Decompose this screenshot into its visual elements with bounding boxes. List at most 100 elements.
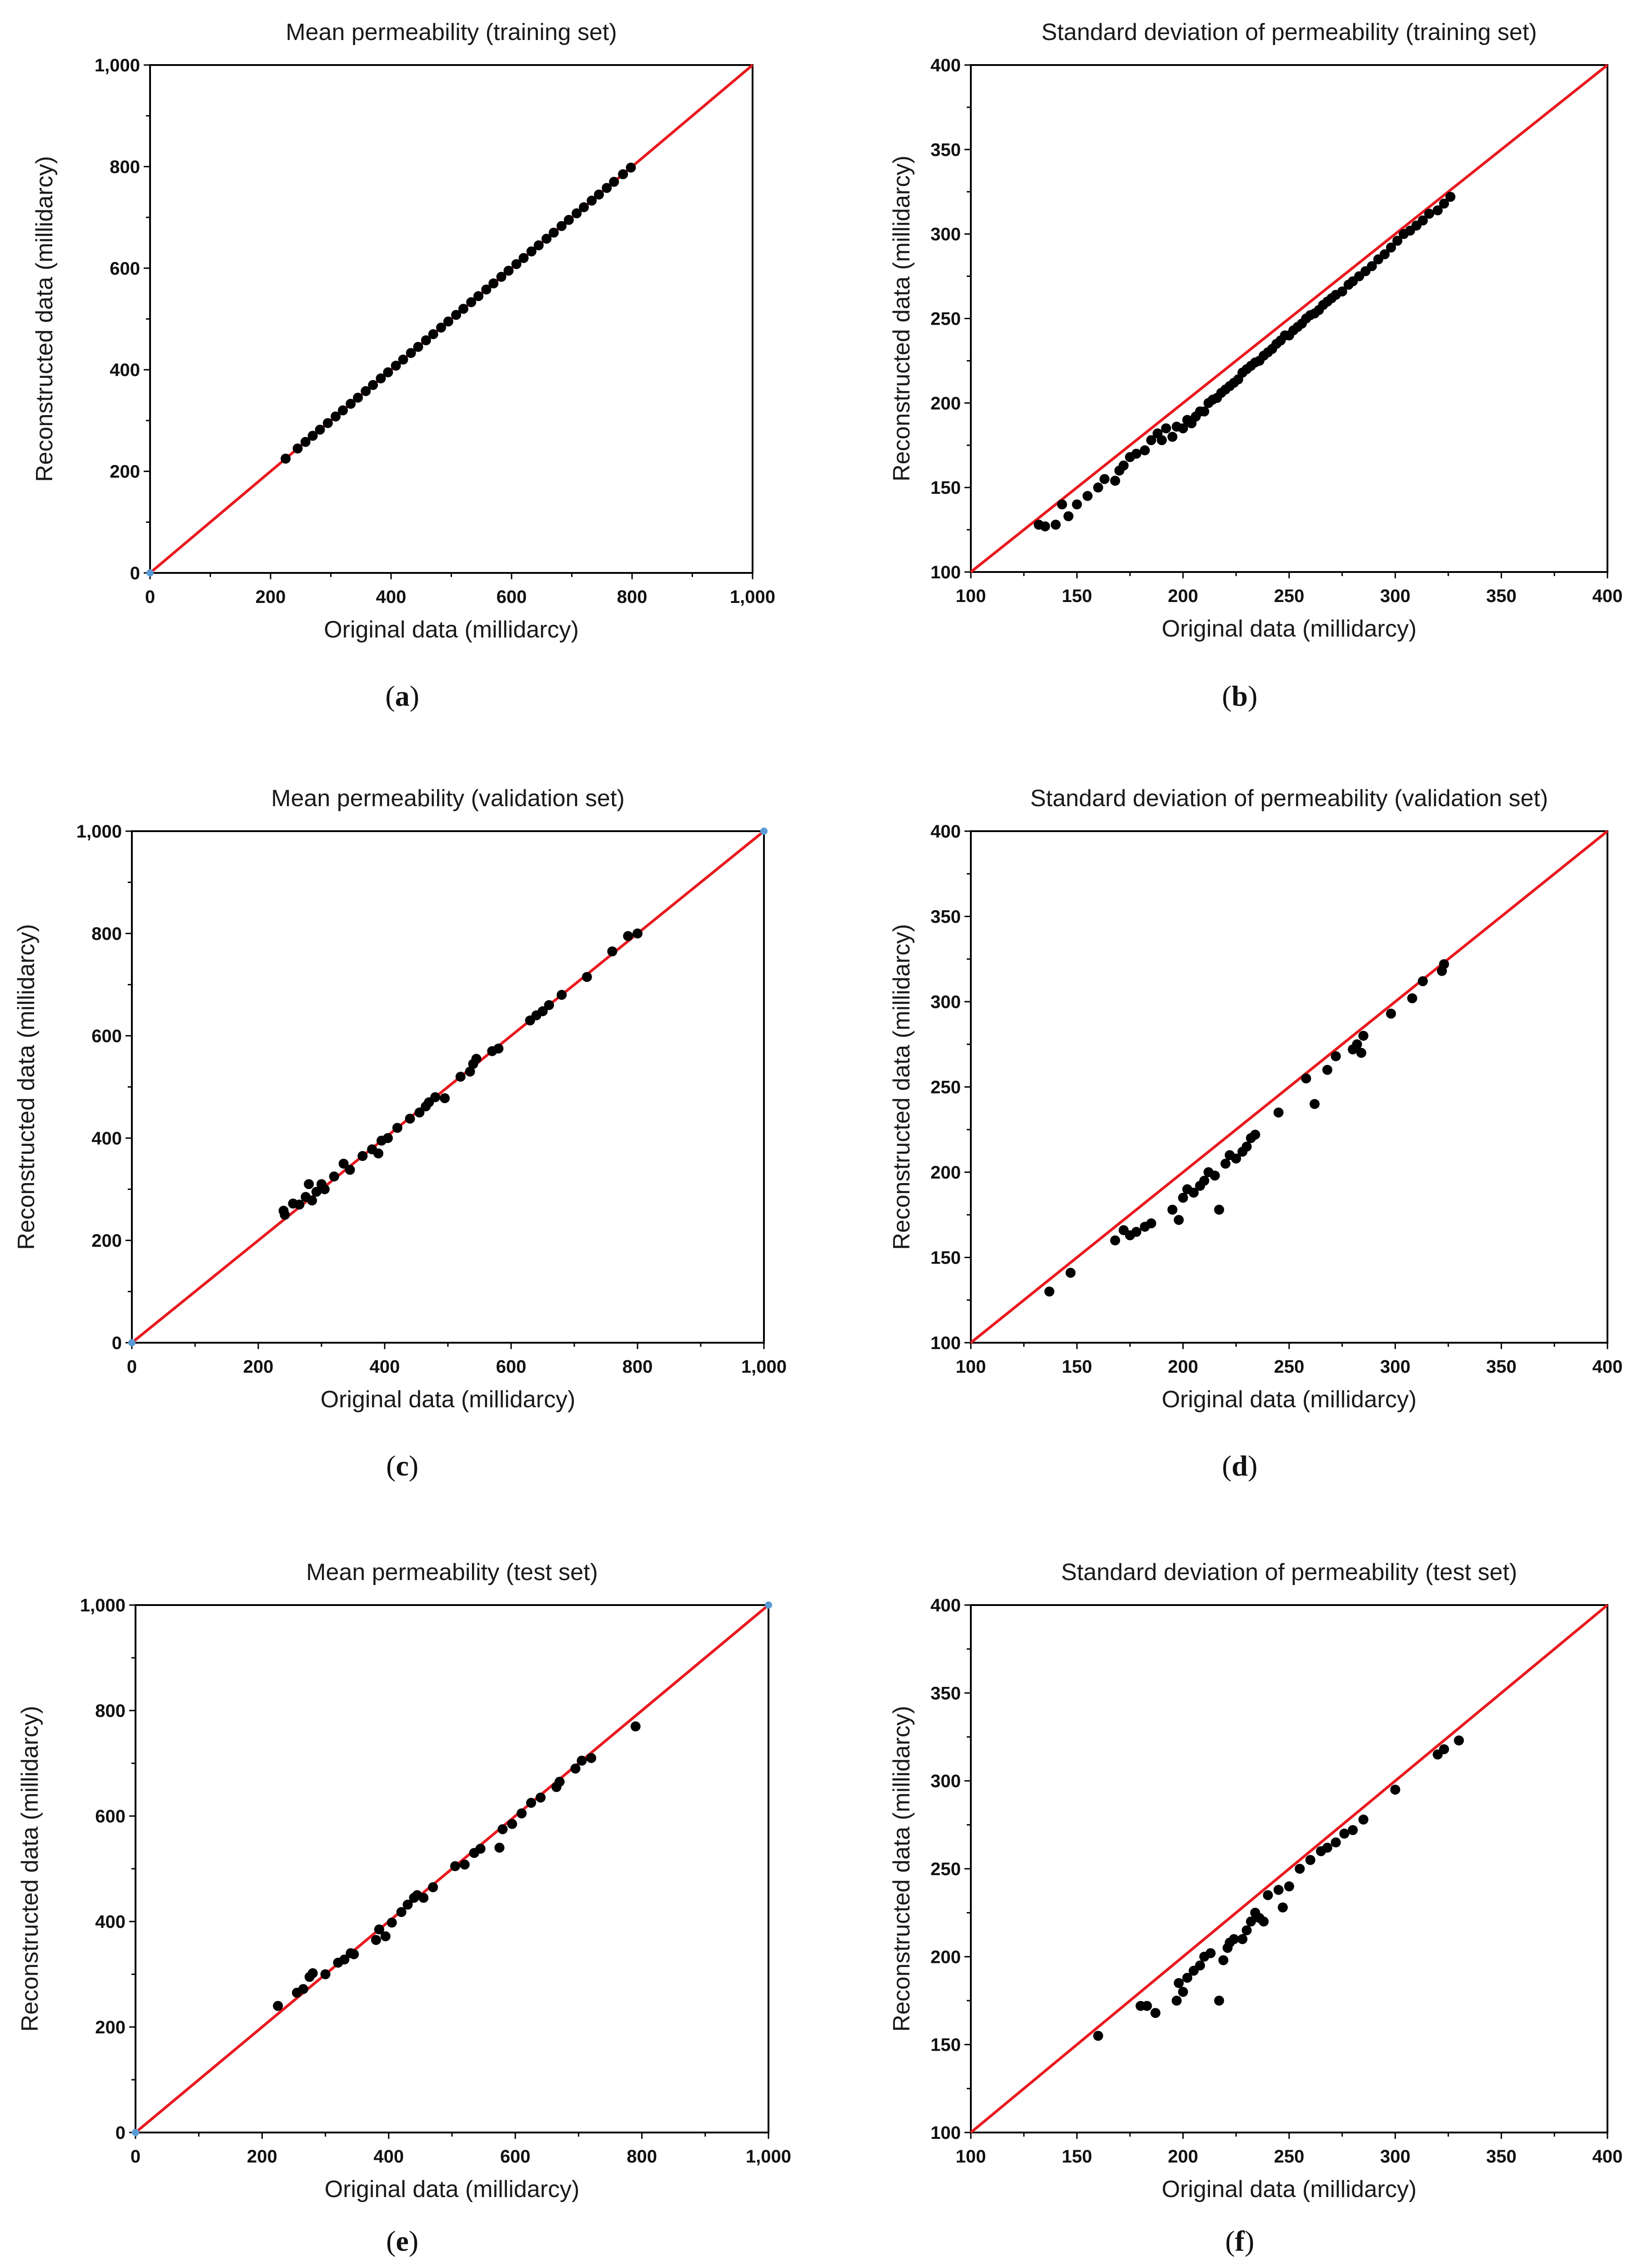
x-tick-label: 1,000 <box>746 2147 791 2167</box>
data-point <box>280 1209 290 1220</box>
y-axis-label: Reconstructed data (millidarcy) <box>17 1706 43 2032</box>
data-point <box>405 1114 415 1124</box>
data-point <box>1229 1934 1239 1944</box>
data-point <box>1237 1934 1248 1944</box>
data-point <box>413 341 423 352</box>
x-tick-label: 350 <box>1486 2147 1516 2167</box>
data-point <box>1348 1825 1358 1835</box>
data-point <box>507 1819 517 1829</box>
data-point <box>1195 1960 1205 1971</box>
data-point <box>602 183 612 193</box>
data-point <box>1199 406 1210 416</box>
data-point <box>1386 242 1396 253</box>
y-tick-label: 350 <box>930 907 961 927</box>
data-point <box>1259 1917 1269 1927</box>
data-point <box>294 1199 305 1210</box>
data-point <box>398 354 408 365</box>
y-tick-label: 800 <box>91 924 122 944</box>
y-tick-label: 200 <box>930 1947 961 1967</box>
data-point <box>1241 1141 1252 1152</box>
y-tick-label: 350 <box>930 1683 961 1703</box>
x-tick-label: 200 <box>1168 1357 1198 1377</box>
data-point <box>1250 1129 1260 1140</box>
x-axis-label: Original data (millidarcy) <box>1162 1386 1417 1413</box>
x-axis-label: Original data (millidarcy) <box>325 2176 580 2203</box>
data-point <box>609 176 619 187</box>
panel-caption: (b) <box>1222 680 1257 712</box>
data-point <box>392 1123 402 1133</box>
y-tick-label: 300 <box>930 1771 961 1791</box>
data-point <box>418 1892 429 1903</box>
data-point <box>537 1006 548 1016</box>
data-point <box>473 291 484 301</box>
data-point <box>594 189 604 200</box>
data-point <box>1040 521 1050 532</box>
x-tick-label: 300 <box>1380 1357 1411 1377</box>
data-point <box>414 1107 425 1118</box>
data-point <box>1178 423 1188 434</box>
data-point <box>1331 1837 1341 1847</box>
data-point <box>380 1931 391 1942</box>
data-point <box>1082 491 1093 501</box>
data-point <box>577 1756 587 1766</box>
panel-caption: (c) <box>386 1450 418 1482</box>
x-tick-label: 200 <box>256 587 286 607</box>
data-point <box>1142 2001 1152 2011</box>
x-tick-label: 1,000 <box>741 1357 787 1377</box>
y-tick-label: 250 <box>930 1078 961 1098</box>
chart-panel-f: Standard deviation of permeability (test… <box>889 1559 1622 2257</box>
data-point <box>1205 1948 1216 1958</box>
data-point <box>374 1924 384 1935</box>
data-point <box>376 373 386 384</box>
data-point <box>1278 1902 1288 1913</box>
x-tick-label: 100 <box>956 2147 986 2167</box>
data-point <box>383 367 393 377</box>
y-tick-label: 600 <box>95 1806 126 1826</box>
data-point <box>1150 2008 1160 2018</box>
data-point <box>1380 249 1390 260</box>
data-point <box>1093 482 1103 493</box>
x-tick-label: 100 <box>956 586 986 606</box>
data-point <box>587 196 597 206</box>
x-tick-label: 400 <box>370 1357 400 1377</box>
data-point <box>387 1917 397 1928</box>
data-point <box>1284 1881 1294 1892</box>
x-axis-label: Original data (millidarcy) <box>1162 616 1417 642</box>
data-point <box>1072 499 1082 510</box>
x-tick-label: 0 <box>145 587 155 607</box>
data-point <box>1445 191 1456 202</box>
data-point <box>1439 959 1449 969</box>
x-tick-label: 600 <box>500 2147 531 2167</box>
y-tick-label: 0 <box>115 2123 126 2143</box>
data-point <box>1057 499 1067 510</box>
data-point <box>450 1861 460 1872</box>
chart-title: Standard deviation of permeability (vali… <box>1030 785 1548 812</box>
x-tick-label: 100 <box>956 1357 986 1377</box>
chart-panel-d: Standard deviation of permeability (vali… <box>889 785 1622 1482</box>
y-tick-label: 400 <box>930 1596 961 1616</box>
y-tick-label: 400 <box>95 1912 126 1932</box>
panel-caption: (f) <box>1225 2225 1254 2257</box>
data-point <box>339 1954 350 1965</box>
y-axis-label: Reconstructed data (millidarcy) <box>889 924 915 1250</box>
data-point <box>1424 209 1434 219</box>
y-tick-label: 600 <box>91 1026 122 1046</box>
data-point <box>329 1171 339 1182</box>
y-tick-label: 1,000 <box>95 55 140 75</box>
y-tick-label: 200 <box>930 393 961 413</box>
data-point <box>488 278 499 289</box>
data-point <box>1339 1828 1350 1839</box>
y-tick-label: 300 <box>930 225 961 245</box>
data-point <box>300 437 311 447</box>
x-tick-label: 0 <box>131 2147 141 2167</box>
data-point <box>1199 1175 1210 1186</box>
data-point <box>298 1984 308 1994</box>
data-point <box>548 227 559 238</box>
x-tick-label: 200 <box>243 1357 274 1377</box>
x-tick-label: 400 <box>376 587 407 607</box>
x-tick-label: 150 <box>1062 2147 1092 2167</box>
identity-line <box>970 64 1608 573</box>
data-point <box>382 1133 393 1143</box>
data-point <box>1352 1039 1362 1049</box>
data-point <box>494 1842 505 1853</box>
